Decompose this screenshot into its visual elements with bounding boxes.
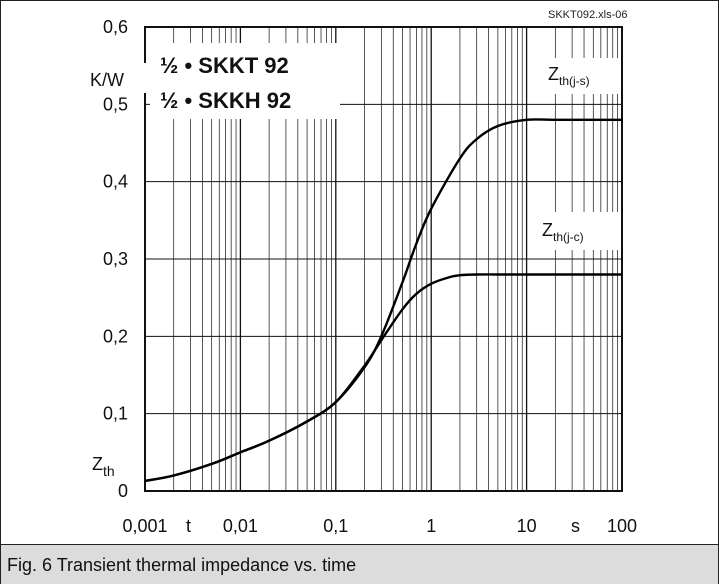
series-jc-main: Z [542, 220, 553, 240]
figure-caption: Fig. 6 Transient thermal impedance vs. t… [7, 555, 357, 575]
y-tick-label: 0,3 [103, 249, 128, 269]
y-tick-label: 0,6 [103, 17, 128, 37]
series-jc-sub: th(j-c) [553, 230, 584, 244]
x-axis-symbol: t [186, 516, 191, 536]
series-line-zth-js [144, 118, 622, 483]
series-layer [144, 118, 622, 483]
svg-text:Zth(j-s): Zth(j-s) [548, 64, 590, 88]
legend-box: ½ • SKKT 92 ½ • SKKH 92 [150, 43, 340, 119]
y-tick-label: 0,1 [103, 404, 128, 424]
series-label-zth-jc: Zth(j-c) [536, 212, 618, 250]
svg-text:Zth(j-c): Zth(j-c) [542, 220, 584, 244]
x-tick-label: 10 [517, 516, 537, 536]
x-tick-label: 1 [426, 516, 436, 536]
series-js-sub: th(j-s) [559, 74, 590, 88]
x-tick-label: 0,01 [223, 516, 258, 536]
x-tick-label: 0,1 [323, 516, 348, 536]
y-symbol-sub: th [103, 463, 115, 479]
y-tick-label: 0,2 [103, 326, 128, 346]
y-tick-label: 0,4 [103, 172, 128, 192]
tick-labels: 0 0,1 0,2 0,3 0,4 0,5 0,6 0,001 0,01 0,1 1 10 100 [103, 17, 637, 536]
y-tick-label: 0 [118, 481, 128, 501]
x-tick-label: 0,001 [122, 516, 167, 536]
y-unit-text: K/W [90, 70, 124, 90]
caption-bar: Fig. 6 Transient thermal impedance vs. t… [1, 544, 718, 584]
y-tick-label: 0,5 [103, 94, 128, 114]
plot-border [144, 26, 623, 492]
legend-line-skkt: ½ • SKKT 92 [160, 53, 289, 78]
series-line-zth-jc [144, 273, 622, 483]
svg-text:Zth: Zth [92, 454, 115, 479]
legend-line-skkh: ½ • SKKH 92 [160, 88, 291, 113]
x-tick-label: 100 [607, 516, 637, 536]
y-unit-label: K/W [86, 63, 146, 93]
x-axis-unit: s [571, 516, 580, 536]
y-symbol-main: Z [92, 454, 103, 474]
y-axis-symbol: Zth [92, 454, 115, 479]
source-tag: SKKT092.xls-06 [548, 9, 627, 21]
series-label-zth-js: Zth(j-s) [540, 58, 618, 94]
series-js-main: Z [548, 64, 559, 84]
